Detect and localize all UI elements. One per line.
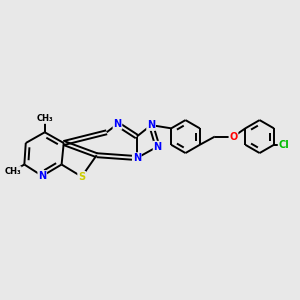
Text: N: N	[154, 142, 162, 152]
Text: N: N	[133, 153, 141, 163]
Text: N: N	[38, 171, 46, 181]
Text: S: S	[78, 172, 85, 182]
Text: CH₃: CH₃	[4, 167, 21, 176]
Text: N: N	[147, 120, 155, 130]
Text: N: N	[113, 119, 122, 129]
Text: O: O	[230, 132, 238, 142]
Text: CH₃: CH₃	[36, 114, 53, 123]
Text: Cl: Cl	[278, 140, 289, 150]
